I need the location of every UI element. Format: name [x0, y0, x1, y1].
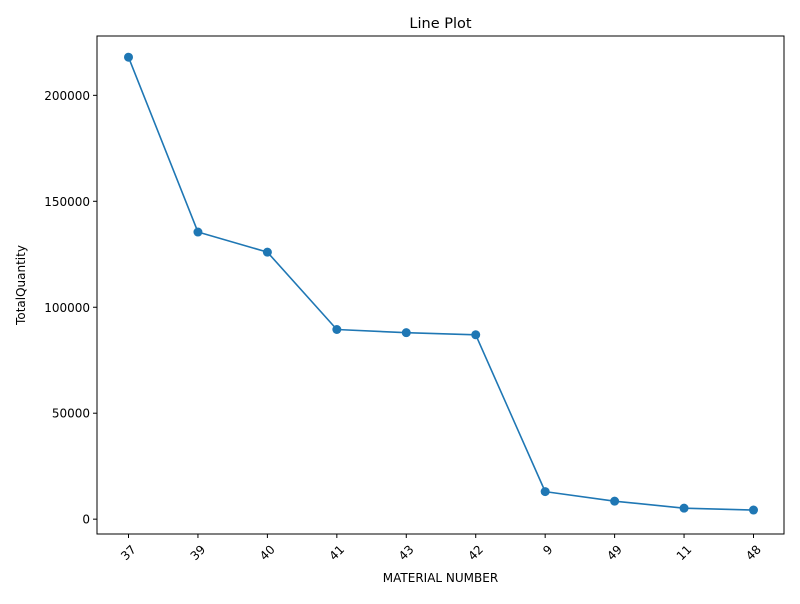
y-tick-label: 150000: [44, 195, 90, 209]
x-tick-label: 41: [326, 542, 347, 563]
x-axis: 37 39 40 41 43 42 9 49 11 48: [118, 534, 764, 563]
y-tick-label: 100000: [44, 301, 90, 315]
series-line: [127, 56, 754, 511]
series-layer: [124, 52, 758, 515]
data-point-9: [540, 487, 550, 497]
data-point-41: [332, 325, 342, 335]
data-point-40: [262, 247, 272, 257]
y-tick-label: 50000: [52, 407, 90, 421]
x-tick-label: 48: [743, 542, 764, 563]
x-tick-label: 39: [188, 542, 209, 563]
x-axis-label: MATERIAL NUMBER: [383, 571, 498, 585]
chart-title: Line Plot: [409, 16, 471, 32]
data-point-37: [124, 52, 133, 62]
x-tick-label: 11: [674, 542, 695, 563]
x-tick-label: 40: [257, 542, 278, 563]
data-point-48: [749, 505, 758, 515]
x-tick-label: 9: [540, 542, 555, 557]
data-point-43: [401, 328, 411, 338]
data-point-49: [610, 496, 620, 506]
data-point-42: [471, 330, 481, 340]
x-tick-label: 37: [118, 542, 139, 563]
y-axis: 0 50000 100000 150000 200000: [44, 89, 97, 527]
y-axis-label: TotalQuantity: [14, 245, 28, 326]
x-tick-label: 42: [465, 542, 486, 563]
data-point-39: [193, 227, 203, 237]
plot-frame: [96, 35, 785, 535]
x-tick-label: 49: [604, 542, 625, 563]
x-tick-label: 43: [396, 542, 417, 563]
y-tick-label: 0: [82, 513, 90, 527]
y-tick-label: 200000: [44, 89, 90, 103]
data-point-11: [679, 503, 689, 513]
